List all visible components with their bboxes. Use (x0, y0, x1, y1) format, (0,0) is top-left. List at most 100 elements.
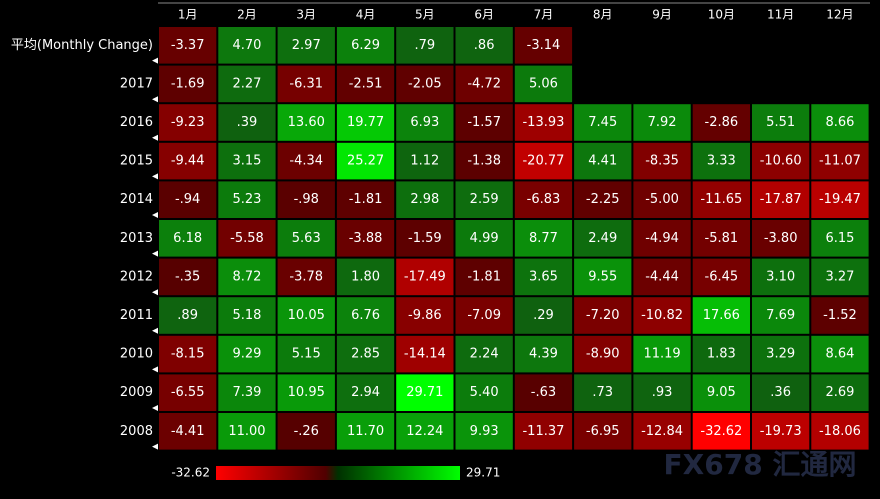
heat-cell (336, 181, 395, 218)
heat-cell (692, 374, 750, 411)
cell-label: -6.95 (586, 424, 620, 439)
heat-cell (159, 181, 217, 218)
cell-label: 6.93 (410, 115, 439, 130)
watermark: FX678 汇通网 (664, 448, 857, 481)
row-marker (152, 212, 158, 218)
heat-cell (514, 27, 573, 64)
cell-label: 11.70 (347, 424, 384, 439)
row-label: 2011 (120, 308, 153, 323)
cell-label: 2.94 (351, 385, 380, 400)
heat-cell (811, 181, 869, 218)
heat-cell (574, 374, 632, 411)
heat-cell (218, 181, 276, 218)
heat-cell (396, 104, 454, 141)
cell-label: -9.86 (408, 308, 442, 323)
row-label: 2008 (120, 424, 153, 439)
row-label: 平均(Monthly Change) (11, 38, 153, 53)
cell-label: 7.92 (648, 115, 677, 130)
heat-cell (455, 104, 513, 141)
heat-cell (752, 335, 810, 373)
heat-cell (692, 181, 750, 218)
row-label: 2015 (120, 154, 153, 169)
cell-label: 3.29 (766, 347, 795, 362)
cell-label: 6.18 (173, 231, 202, 246)
row-marker (152, 405, 158, 411)
heat-cell (277, 65, 335, 103)
cell-label: 5.06 (529, 76, 558, 91)
heat-cell (218, 258, 276, 296)
cell-label: -6.31 (289, 76, 323, 91)
heat-cell (396, 335, 454, 373)
heat-cell (514, 104, 573, 141)
heat-cell (336, 142, 395, 180)
heat-cell (336, 374, 395, 411)
heat-cell (514, 335, 573, 373)
heat-cell (514, 258, 573, 296)
heat-cell (692, 297, 750, 334)
row-label: 2013 (120, 231, 153, 246)
heat-cell (455, 220, 513, 257)
cell-label: 19.77 (347, 115, 384, 130)
heat-cell (811, 374, 869, 411)
heat-cell (159, 65, 217, 103)
cell-label: -4.41 (171, 424, 205, 439)
cell-label: -2.25 (586, 192, 620, 207)
cell-label: -8.35 (645, 154, 679, 169)
cell-label: -11.65 (700, 192, 742, 207)
row-marker (152, 443, 158, 450)
cell-label: 8.77 (529, 231, 558, 246)
heat-cell (633, 258, 691, 296)
cell-label: 7.45 (588, 115, 617, 130)
heat-cell (752, 374, 810, 411)
heat-cell (811, 335, 869, 373)
heat-cell (752, 142, 810, 180)
heat-cell (336, 413, 395, 450)
cell-label: 5.51 (766, 115, 795, 130)
heat-cell (218, 65, 276, 103)
cell-label: -5.81 (705, 231, 739, 246)
cell-label: -17.49 (404, 269, 446, 284)
cell-label: -1.59 (408, 231, 442, 246)
cell-label: 2.97 (292, 38, 321, 53)
heat-cell (159, 27, 217, 64)
cell-label: 3.15 (232, 154, 261, 169)
cell-label: 9.55 (588, 269, 617, 284)
heat-cell (218, 335, 276, 373)
cell-label: -.26 (294, 424, 319, 439)
row-marker (152, 96, 158, 103)
column-label: 5月 (415, 8, 435, 22)
heat-cell (811, 413, 869, 450)
cell-label: 5.63 (292, 231, 321, 246)
heat-cell (396, 258, 454, 296)
cell-label: 13.60 (288, 115, 325, 130)
cell-label: -5.58 (230, 231, 264, 246)
row-label: 2014 (120, 192, 153, 207)
cell-label: .86 (474, 38, 495, 53)
cell-label: 25.27 (347, 154, 384, 169)
cell-label: 9.93 (470, 424, 499, 439)
cell-label: -13.93 (522, 115, 564, 130)
column-label: 12月 (826, 8, 853, 22)
heat-cell (396, 181, 454, 218)
row-marker (152, 134, 158, 141)
heat-cell (455, 65, 513, 103)
cell-label: -6.83 (527, 192, 561, 207)
heat-cell (633, 142, 691, 180)
cell-label: 5.40 (470, 385, 499, 400)
heat-cell (692, 413, 750, 450)
row-marker (152, 289, 158, 296)
cell-label: 1.12 (410, 154, 439, 169)
heat-cell (633, 297, 691, 334)
cell-label: 8.72 (232, 269, 261, 284)
heat-cell (396, 65, 454, 103)
heat-cell (752, 413, 810, 450)
column-label: 7月 (534, 8, 554, 22)
cell-label: 5.18 (232, 308, 261, 323)
heat-cell (455, 374, 513, 411)
heat-cell (455, 258, 513, 296)
cell-label: 6.76 (351, 308, 380, 323)
cell-label: -1.38 (467, 154, 501, 169)
cell-label: 7.39 (232, 385, 261, 400)
heat-cell (633, 181, 691, 218)
row-marker (152, 327, 158, 334)
